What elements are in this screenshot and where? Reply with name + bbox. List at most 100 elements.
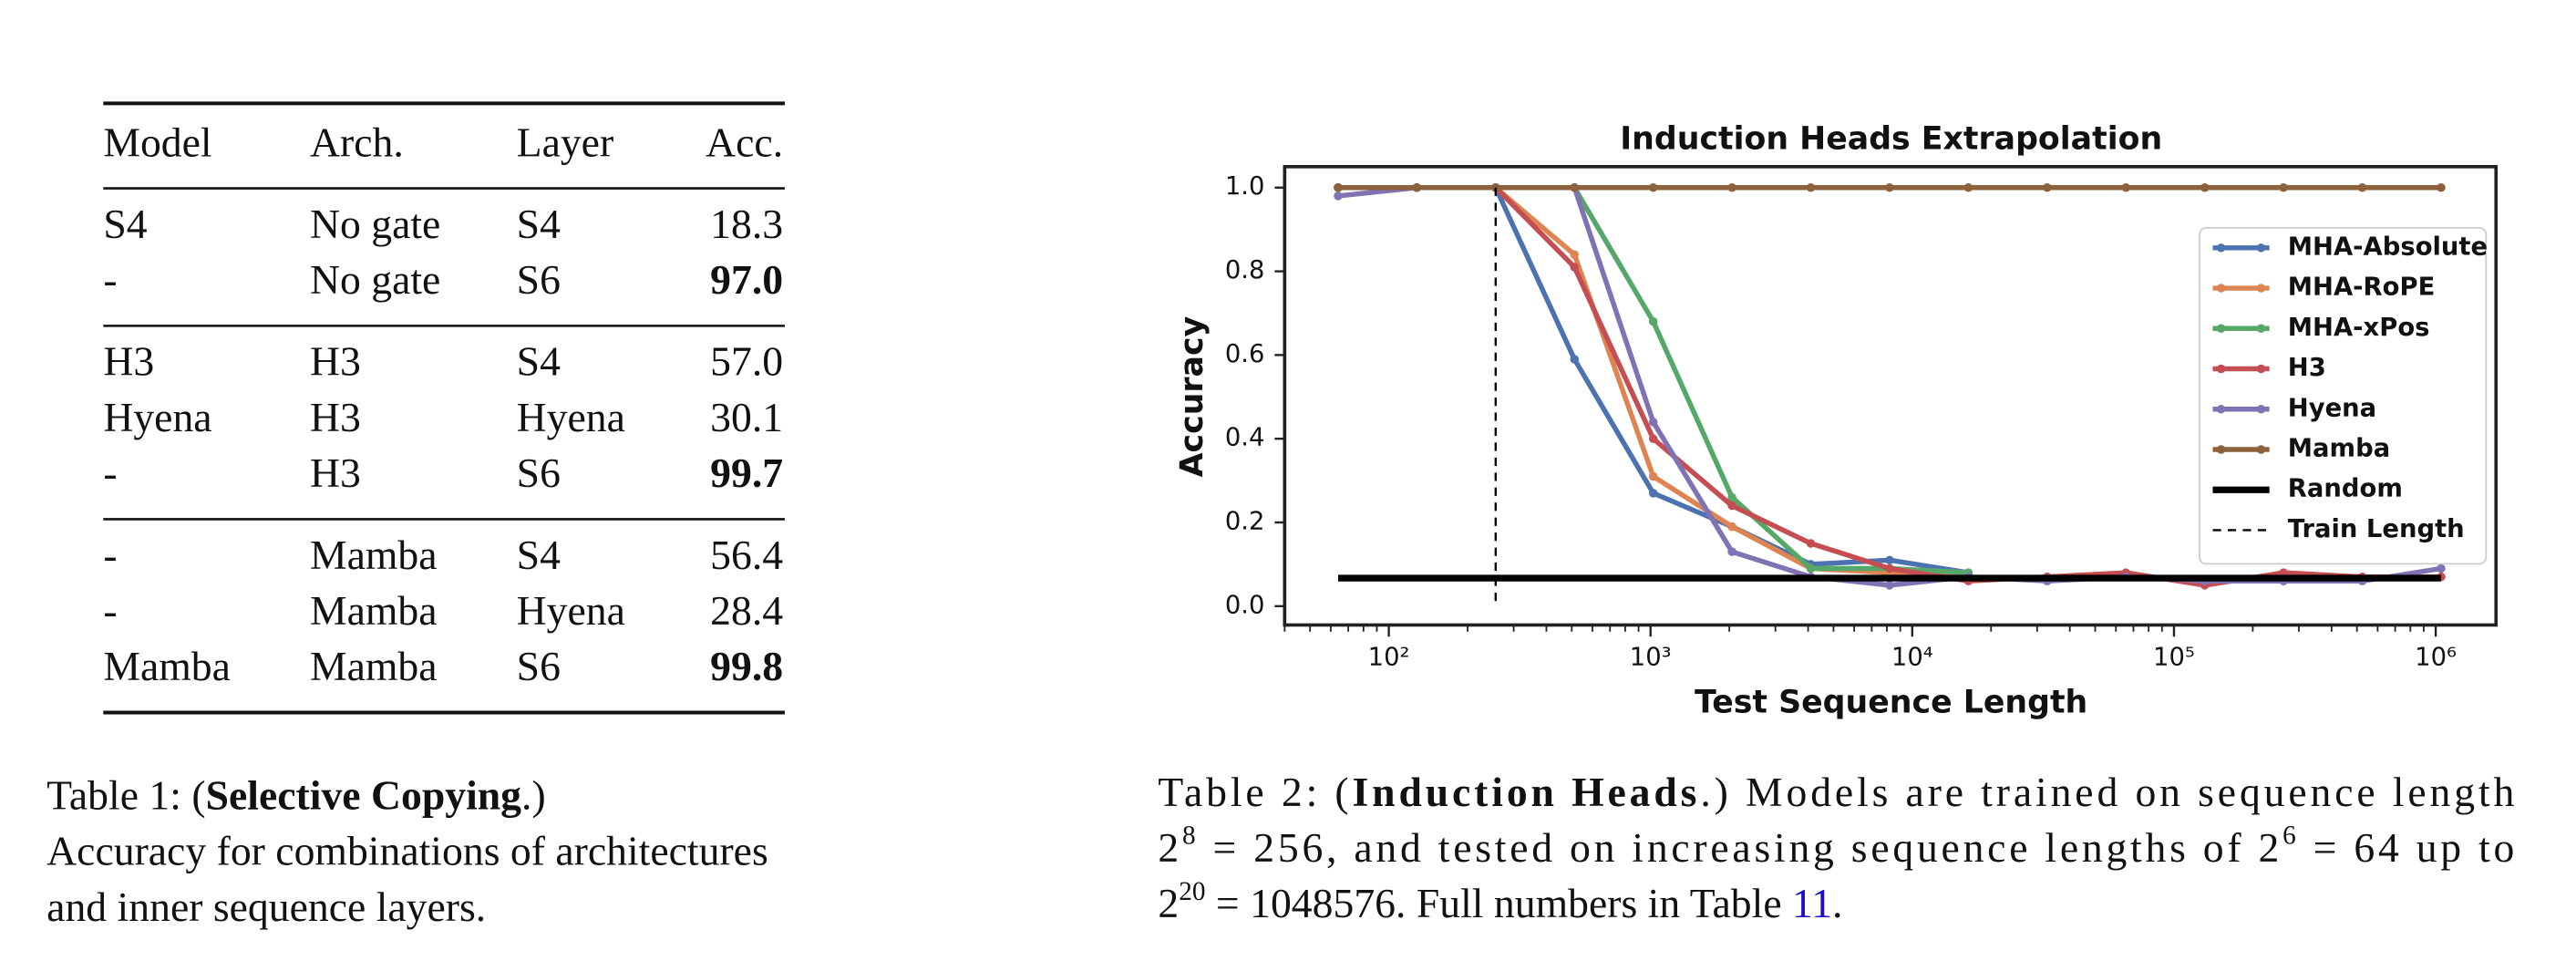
table-cell: S6 [517,643,561,689]
series-marker [1570,182,1580,192]
series-marker [1727,522,1736,532]
series-marker [1806,182,1816,192]
series-marker [1806,539,1816,548]
caption-text: Selective Copying [206,772,522,819]
x-tick-label: 10³ [1630,644,1672,672]
caption-text: .) [521,772,546,819]
series-line [1337,185,1969,575]
table-cell: H3 [310,394,361,440]
series-marker [1648,434,1658,443]
plot-area [1334,182,2446,606]
series-marker [2121,182,2131,192]
series-line [1337,185,1969,580]
series-marker [1570,355,1580,364]
caption-text: Table 2: ( [1158,769,1348,815]
table-cell: Mamba [310,643,438,689]
table-cell: - [103,256,117,303]
y-tick-label: 0.4 [1225,424,1265,452]
table-cell: 97.0 [710,256,783,303]
caption-text: = 64 up to [2299,824,2514,871]
y-axis-label: Accuracy [1174,316,1211,478]
table-cell: S4 [517,532,561,578]
series-marker [2437,182,2446,192]
table-header-cell: Acc. [706,119,783,165]
table-cell: Mamba [310,532,438,578]
table-cell: S4 [103,201,147,247]
table-cell: 18.3 [710,201,783,247]
legend-label: Hyena [2288,394,2376,422]
caption-link: 11 [1792,881,1832,927]
caption-text: and inner sequence layers. [46,884,486,930]
table-header-cell: Arch. [310,119,404,165]
series-marker [1727,547,1736,556]
legend-marker [2256,324,2266,334]
table-cell: - [103,532,117,578]
legend-marker [2256,445,2266,454]
legend-marker [2256,405,2266,414]
series-marker [1727,492,1736,502]
x-axis-label: Test Sequence Length [1695,684,2087,720]
series-marker [1334,191,1343,201]
table-cell: - [103,587,117,634]
series-marker [1334,182,1343,192]
series-marker [2279,182,2288,192]
y-tick-label: 0.6 [1225,340,1265,368]
x-tick-label: 10⁵ [2153,644,2195,672]
caption-line: Table 2: (Induction Heads.) Models are t… [1158,769,2514,815]
series-marker [1648,316,1658,326]
caption-text: 20 [1179,876,1205,905]
y-tick-label: 0.0 [1225,591,1265,619]
table-cell: Hyena [517,587,625,634]
axes-frame [1283,164,2499,627]
table-cell: No gate [310,256,440,303]
caption-text: 8 [1182,821,1196,850]
series-marker [1648,418,1658,427]
y-tick-label: 0.8 [1225,256,1265,284]
caption-text: Table 1: ( [46,772,205,819]
chart-title: Induction Heads Extrapolation [1620,121,2162,158]
table-cell: 99.7 [710,450,783,496]
legend-marker [2216,445,2226,454]
y-tick-label: 0.2 [1225,508,1265,536]
legend-marker [2216,243,2226,253]
caption-text: = 1048576. Full numbers in Table [1205,881,1792,927]
caption-text: .) Models are trained on sequence length [1700,769,2514,815]
caption-line: and inner sequence layers. [46,884,486,930]
legend-label: MHA-Absolute [2288,232,2488,261]
series-marker [1648,489,1658,498]
series-marker [1412,182,1422,192]
x-tick-label: 10⁴ [1891,644,1933,672]
table-cell: Hyena [103,394,211,440]
series-marker [1570,263,1580,272]
legend-label: H3 [2288,354,2326,382]
table-cell: No gate [310,201,440,247]
table-header-cell: Model [103,119,211,165]
x-tick-label: 10² [1368,644,1410,672]
table-cell: Mamba [310,587,438,634]
series-marker [1727,501,1736,511]
table-cell: S6 [517,256,561,303]
legend-marker [2216,324,2226,334]
table-cell: S4 [517,338,561,385]
table-cell: H3 [310,450,361,496]
caption-text: Induction Heads [1353,769,1697,815]
series-marker [1570,250,1580,259]
table-cell: H3 [103,338,154,385]
legend-label: MHA-RoPE [2288,274,2436,302]
series-marker [1885,563,1894,574]
caption-text: Accuracy for combinations of architectur… [46,828,768,874]
caption-text: = 256, and tested on increasing sequence… [1199,824,2279,871]
table-cell: 56.4 [710,532,783,578]
series-line [1337,185,1969,575]
series-marker [2357,182,2367,192]
caption-text: 6 [2282,821,2296,850]
caption-text: 2 [1158,824,1179,871]
series-marker [1727,182,1736,192]
series-marker [1963,182,1973,192]
legend: MHA-Absolute MHA-RoPE MHA-xPos H3 Hyena Mamba… [2198,226,2488,565]
table-cell: 28.4 [710,587,783,634]
table-cell: 30.1 [710,394,783,440]
legend-marker [2256,243,2266,253]
legend-label: Mamba [2288,435,2390,463]
